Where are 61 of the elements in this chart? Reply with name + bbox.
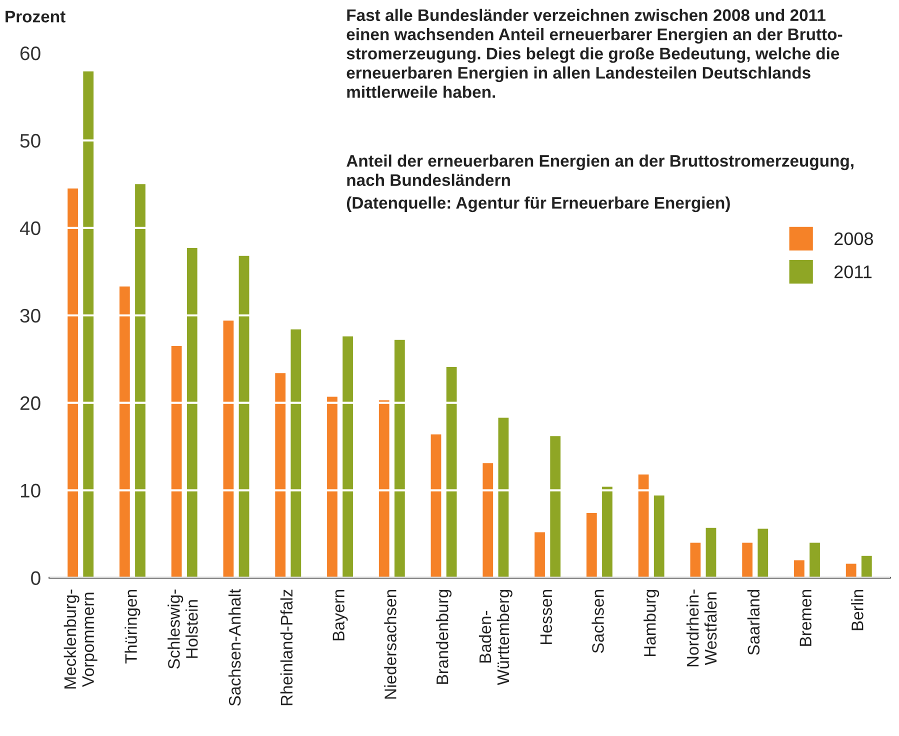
x-tick-label: Rheinland-Pfalz <box>280 590 293 706</box>
x-tick-label: Mecklenburg- Vorpommern <box>64 590 98 688</box>
bar <box>654 496 664 578</box>
bar <box>135 184 146 578</box>
legend-label: 2011 <box>834 265 872 278</box>
bar <box>394 340 405 578</box>
y-tick-label: 30 <box>20 308 40 323</box>
y-axis-title: Prozent <box>6 10 66 22</box>
bar <box>83 71 94 578</box>
chart-title: Fast alle Bundesländer verzeichnen zwischen 2008 und 2011 einen wachsenden Anteil erneuerbarer Energien an der Brutto- stromerzeugung. Dies belegt die große Bedeutung, welche die erneuerbaren Energien in allen Landesteilen Deutschlands mittlerweile haben. <box>346 8 842 98</box>
bar <box>534 532 545 578</box>
x-tick-label: Schleswig- Holstein <box>168 590 198 669</box>
bar <box>378 400 390 578</box>
y-tick-label: 60 <box>20 46 40 60</box>
bar <box>586 513 597 578</box>
bar <box>810 542 820 578</box>
bar <box>498 418 509 578</box>
bar <box>119 286 130 578</box>
x-tick-label: Brandenburg <box>436 590 452 684</box>
x-tick-label: Bremen <box>800 590 812 646</box>
bar <box>706 528 716 578</box>
x-tick-label: Saarland <box>747 590 760 655</box>
x-tick-label: Hessen <box>540 590 552 644</box>
x-tick-label: Berlin <box>851 590 864 630</box>
x-tick-label: Hamburg <box>644 590 660 656</box>
bar <box>690 542 701 578</box>
bar <box>482 463 494 578</box>
x-tick-label: Bayern <box>332 590 348 640</box>
bar <box>68 188 78 578</box>
bar <box>758 528 768 578</box>
bar <box>446 366 457 578</box>
bar <box>275 373 286 578</box>
y-tick-label: 10 <box>20 484 40 498</box>
bar <box>861 556 872 578</box>
y-tick-label: 40 <box>20 221 40 236</box>
bar <box>327 396 338 578</box>
bar <box>846 564 856 578</box>
x-tick-label: Baden- Württemberg <box>478 590 512 686</box>
bar <box>638 474 649 578</box>
x-tick-label: Nordrhein- Westfalen <box>686 590 717 666</box>
legend-label: 2008 <box>834 232 873 246</box>
annotation: (Datenquelle: Agentur für Erneuerbare Energien) <box>346 196 730 212</box>
bar <box>171 346 182 578</box>
bar <box>794 560 804 578</box>
x-tick-label: Sachsen <box>592 590 604 653</box>
x-tick-label: Niedersachsen <box>384 590 396 699</box>
x-tick-label: Thüringen <box>124 590 140 664</box>
bar <box>290 329 302 578</box>
bar <box>238 256 250 578</box>
bar <box>742 542 753 578</box>
bar <box>602 486 612 578</box>
y-tick-label: 0 <box>31 571 40 585</box>
bar <box>186 248 198 578</box>
y-tick-label: 20 <box>20 396 40 410</box>
x-tick-label: Sachsen-Anhalt <box>228 588 241 706</box>
bar <box>430 434 442 578</box>
bar <box>342 336 353 578</box>
y-tick-label: 50 <box>20 134 40 148</box>
text: Anteil der erneuerbaren Energien an der Bruttostromerzeugung, nach Bundesländern <box>346 154 854 186</box>
bar <box>223 320 234 578</box>
bar <box>550 436 561 578</box>
